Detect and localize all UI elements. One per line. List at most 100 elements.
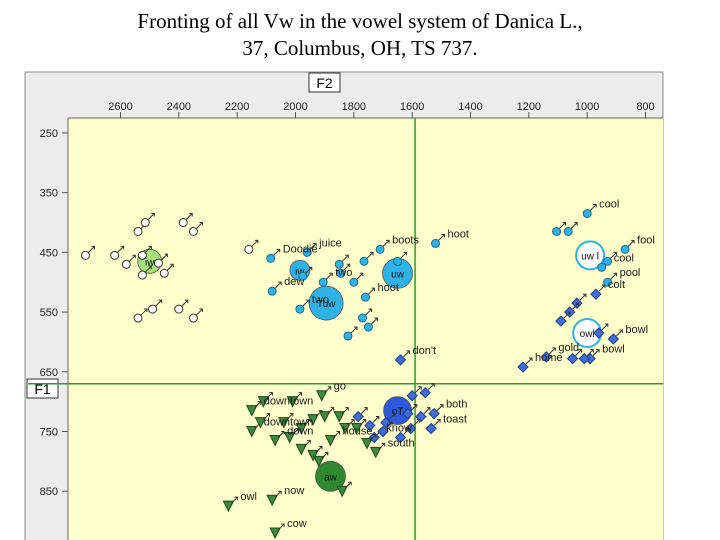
uw-token: [267, 281, 282, 296]
token-label: owl: [240, 491, 257, 503]
ow-token: [517, 357, 533, 373]
aw-token: [278, 413, 294, 429]
token-tail-head: [441, 233, 445, 238]
token-label: two: [335, 267, 352, 279]
token-tail-head: [403, 251, 408, 256]
mean-marker-aw: aw: [315, 460, 346, 492]
token-tail: [303, 440, 311, 447]
aw-token: [361, 433, 377, 450]
token-tail: [586, 349, 594, 357]
aw-token: [266, 490, 282, 507]
token-tail: [341, 254, 349, 262]
iy-token: [153, 253, 168, 268]
aw-token: [333, 407, 349, 423]
token-circle: [393, 256, 403, 266]
aw-token: [222, 496, 238, 513]
token-tail-head: [362, 419, 367, 423]
token-tail: [579, 293, 587, 301]
y-tick-label: 850: [40, 486, 58, 498]
token-tail-head: [329, 272, 333, 277]
token-tail-head: [307, 439, 311, 444]
token-tail-head: [234, 496, 238, 501]
token-tail-head: [327, 386, 332, 390]
token-tail-head: [426, 407, 431, 411]
aw-token: [307, 445, 323, 462]
token-circle: [359, 256, 369, 266]
token-triangle: [245, 405, 258, 417]
token-triangle: [222, 500, 235, 513]
token-tail: [356, 272, 364, 280]
token-tail: [274, 490, 282, 498]
token-label: boots: [392, 234, 419, 246]
token-tail: [166, 263, 174, 271]
token-tail-head: [132, 254, 136, 259]
ow-token: [364, 416, 380, 432]
token-label: juice: [318, 237, 342, 249]
token-tail: [589, 204, 597, 211]
token-circle: [140, 218, 150, 228]
uw-token: [358, 308, 373, 323]
token-circle: [121, 259, 131, 269]
token-label: fool: [637, 234, 655, 246]
y-tick-label: 750: [40, 427, 58, 439]
uw-token: [266, 248, 281, 263]
token-tail: [277, 431, 285, 438]
token-tail: [333, 431, 340, 438]
token-tail-head: [593, 204, 597, 208]
uw-token: [393, 251, 408, 266]
token-tail: [181, 299, 189, 307]
token-circle: [137, 250, 147, 260]
token-tail: [117, 245, 125, 253]
token-tail: [369, 434, 377, 441]
mean-marker-uw-central: uw: [382, 257, 413, 289]
token-tail-head: [199, 221, 203, 226]
token-tail-head: [566, 311, 571, 316]
token-label: both: [446, 399, 467, 411]
token-tail: [438, 234, 445, 241]
token-tail: [303, 419, 311, 426]
aw-token: [318, 407, 335, 423]
token-triangle: [269, 434, 281, 447]
uw-token: [563, 221, 578, 236]
uw-token: [431, 233, 445, 248]
token-circle: [81, 250, 90, 260]
token-tail: [321, 452, 329, 459]
token-tail-head: [386, 239, 390, 244]
reference-lines: [28, 118, 663, 540]
token-tail: [572, 302, 580, 310]
iy-token: [148, 299, 163, 314]
token-tail: [436, 404, 444, 411]
token-tail: [309, 243, 317, 250]
token-triangle: [295, 443, 308, 456]
token-tail: [343, 263, 351, 271]
aw-token: [295, 439, 311, 456]
token-tail-head: [295, 427, 300, 432]
series-uw: [266, 204, 635, 341]
token-tail-head: [431, 383, 435, 387]
token-tail-head: [269, 392, 273, 396]
token-tail-head: [354, 326, 358, 330]
token-tail: [359, 419, 367, 426]
aw-token: [350, 419, 367, 435]
token-diamond: [352, 410, 364, 423]
token-tail-head: [391, 413, 396, 417]
iy-token: [133, 308, 148, 323]
x-tick-label: 1400: [458, 101, 482, 113]
token-tail: [305, 266, 313, 274]
token-triangle: [278, 417, 290, 429]
token-triangle: [315, 390, 328, 402]
mean-markers: iw iw Tuw uw uw l owl oT aw: [137, 240, 606, 492]
iy-token: [110, 245, 125, 260]
token-label: toast: [443, 414, 467, 426]
token-tail: [324, 386, 332, 394]
y-tick-label: 650: [40, 367, 58, 379]
token-tail: [616, 329, 623, 337]
token-diamond: [364, 419, 376, 432]
uw-token: [302, 242, 317, 257]
token-tail-head: [601, 284, 606, 289]
token-triangle: [254, 417, 267, 429]
token-triangle: [361, 437, 373, 450]
token-circle: [582, 209, 592, 219]
